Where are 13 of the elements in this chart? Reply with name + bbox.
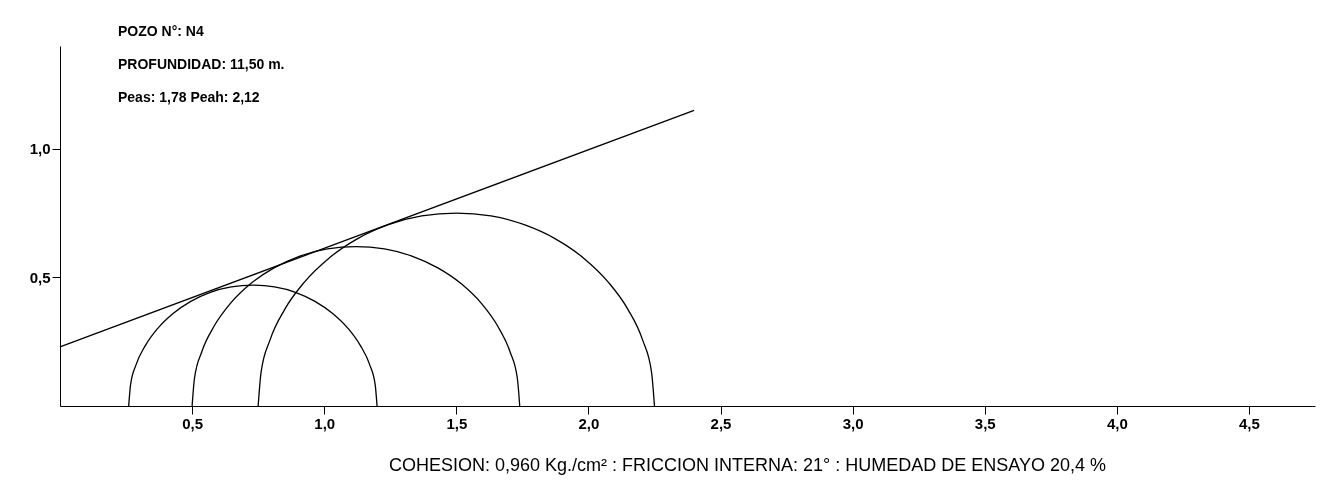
text: COHESION: 0,960 Kg./cm² : FRICCION INTERNA: 21° : HUMEDAD DE ENSAYO 20,4 %: [388, 455, 1107, 475]
x-tick-label: 2,5: [710, 414, 732, 432]
annotation: PROFUNDIDAD: 11,50 m.: [118, 56, 285, 72]
x-tick-label: 1,0: [314, 414, 336, 432]
text: POZO N°: N4: [118, 23, 204, 39]
annotation: Peas: 1,78 Peah: 2,12: [118, 89, 260, 105]
x-tick-label: 2,0: [578, 414, 600, 432]
x-tick-label: 4,0: [1106, 414, 1128, 432]
x-tick-label: 3,0: [842, 414, 864, 432]
x-tick-label: 0,5: [182, 414, 204, 432]
x-tick-label: 3,5: [974, 414, 996, 432]
x-tick-label: 4,5: [1239, 414, 1260, 432]
x-tick-label: 1,5: [446, 414, 468, 432]
